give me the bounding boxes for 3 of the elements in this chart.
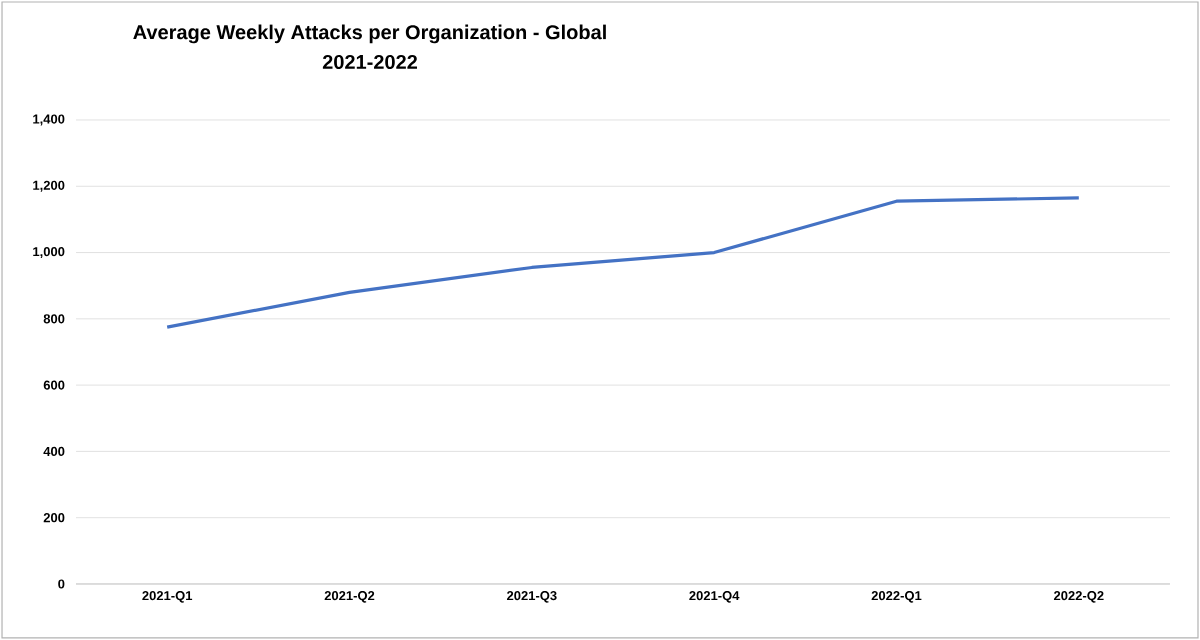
chart-subtitle: 2021-2022: [322, 54, 418, 70]
chart-title: Average Weekly Attacks per Organization - Global: [133, 24, 606, 44]
line-series: [165, 196, 1081, 329]
